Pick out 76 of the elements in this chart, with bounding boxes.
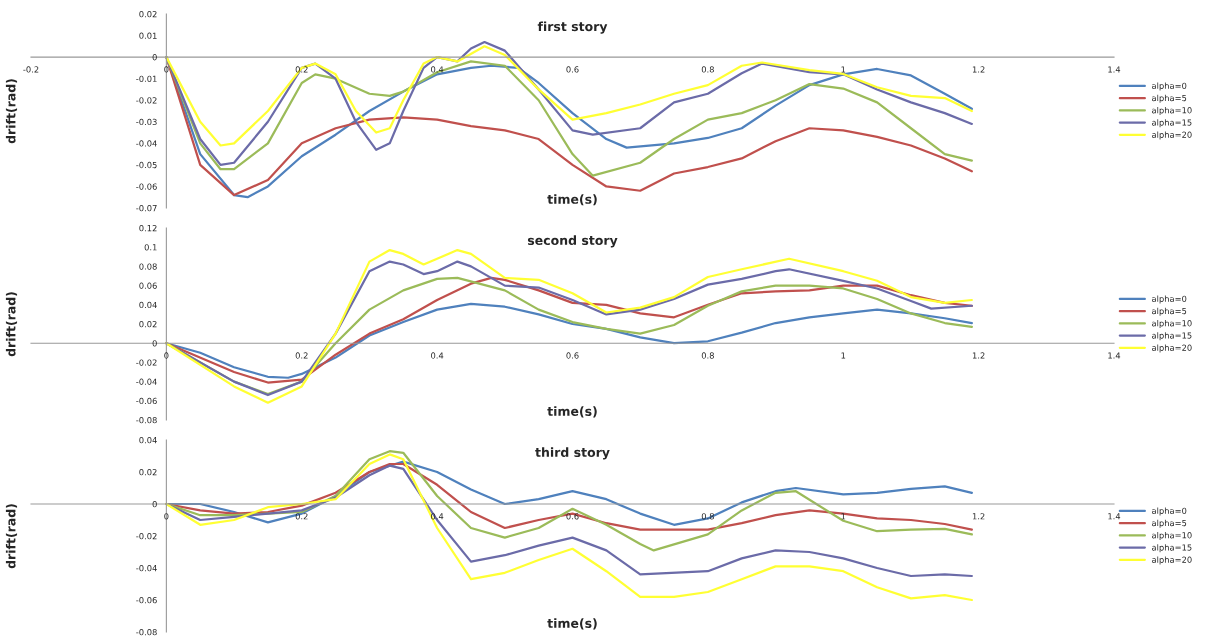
x-axis-title: time(s) <box>547 194 597 206</box>
y-tick-label: -0.01 <box>136 75 157 82</box>
legend-label: alpha=5 <box>1152 519 1187 528</box>
text: second story <box>527 235 618 248</box>
y-tick-label: 0.1 <box>144 244 157 251</box>
x-tick-label: 1.4 <box>1108 352 1121 359</box>
x-tick-label: 0.4 <box>431 352 444 359</box>
y-tick-label: -0.02 <box>136 359 157 366</box>
legend-label: alpha=20 <box>1152 344 1192 353</box>
y-tick-label: 0.02 <box>139 10 157 18</box>
x-tick-label: 1.4 <box>1108 513 1121 520</box>
legend-label: alpha=5 <box>1152 307 1187 316</box>
y-tick-label: 0 <box>152 54 157 61</box>
y-axis-title: drift(rad) <box>5 292 18 357</box>
legend-label: alpha=0 <box>1152 82 1187 91</box>
x-tick-label: 0.2 <box>295 352 308 359</box>
y-tick-label: 0.04 <box>139 301 157 309</box>
line-series <box>165 45 973 147</box>
legend-label: alpha=0 <box>1152 507 1187 516</box>
y-tick-label: -0.06 <box>136 183 157 190</box>
y-axis-title: drift(rad) <box>5 504 18 569</box>
text: first story <box>537 21 608 34</box>
text: third story <box>535 447 610 460</box>
y-tick-label: 0.04 <box>139 436 157 444</box>
y-tick-label: -0.07 <box>136 204 157 212</box>
x-tick-label: 0 <box>164 352 169 359</box>
x-tick-label: -0.2 <box>23 66 39 73</box>
y-tick-label: -0.08 <box>136 628 157 636</box>
y-tick-label: 0.06 <box>139 282 157 289</box>
legend-label: alpha=20 <box>1152 556 1192 565</box>
y-tick-label: 0.12 <box>139 224 157 232</box>
x-tick-label: 0.6 <box>566 352 579 359</box>
x-tick-label: 0.2 <box>295 513 308 520</box>
x-tick-label: 0.6 <box>566 513 579 520</box>
x-tick-label: 1 <box>841 66 846 73</box>
y-tick-label: 0 <box>152 500 157 508</box>
x-tick-label: 1.4 <box>1108 66 1121 73</box>
x-axis-title: time(s) <box>547 406 597 418</box>
x-tick-label: 0 <box>164 66 169 73</box>
x-tick-label: 1.2 <box>972 66 985 73</box>
y-tick-label: 0.02 <box>139 468 157 476</box>
legend-label: alpha=15 <box>1152 544 1192 553</box>
x-tick-label: 1.2 <box>972 352 985 359</box>
legend-label: alpha=20 <box>1152 131 1192 140</box>
line-series <box>165 40 973 166</box>
y-tick-label: -0.04 <box>136 140 157 147</box>
legend-label: alpha=10 <box>1152 106 1192 116</box>
y-tick-label: 0.02 <box>139 320 157 328</box>
x-tick-label: 0.8 <box>701 352 714 359</box>
x-axis-title: time(s) <box>547 618 597 630</box>
legend-label: alpha=10 <box>1152 319 1192 329</box>
y-tick-label: -0.03 <box>136 118 157 126</box>
y-tick-label: -0.02 <box>136 97 157 104</box>
y-tick-label: 0.08 <box>139 263 157 270</box>
y-tick-label: -0.06 <box>136 397 157 405</box>
legend-label: alpha=5 <box>1152 94 1187 103</box>
x-tick-label: 0.8 <box>701 66 714 73</box>
x-tick-label: 0.4 <box>431 66 444 73</box>
legend-label: alpha=15 <box>1152 119 1192 128</box>
x-tick-label: 1.2 <box>972 513 985 520</box>
x-tick-label: 1 <box>841 513 846 520</box>
y-axis-title: drift(rad) <box>5 79 18 144</box>
legend-label: alpha=10 <box>1152 531 1192 541</box>
y-tick-label: -0.06 <box>136 596 157 604</box>
y-tick-label: -0.05 <box>136 161 157 169</box>
y-tick-label: -0.08 <box>136 416 157 424</box>
x-tick-label: 0 <box>164 513 169 520</box>
x-tick-label: 0.6 <box>566 66 579 73</box>
y-tick-label: -0.02 <box>136 532 157 540</box>
legend-label: alpha=15 <box>1152 332 1192 341</box>
y-tick-label: -0.04 <box>136 378 157 385</box>
y-tick-label: -0.04 <box>136 564 157 572</box>
y-tick-label: 0.01 <box>139 32 157 39</box>
y-tick-label: 0 <box>152 340 157 347</box>
x-tick-label: 1 <box>841 352 846 359</box>
legend-label: alpha=0 <box>1152 295 1187 304</box>
